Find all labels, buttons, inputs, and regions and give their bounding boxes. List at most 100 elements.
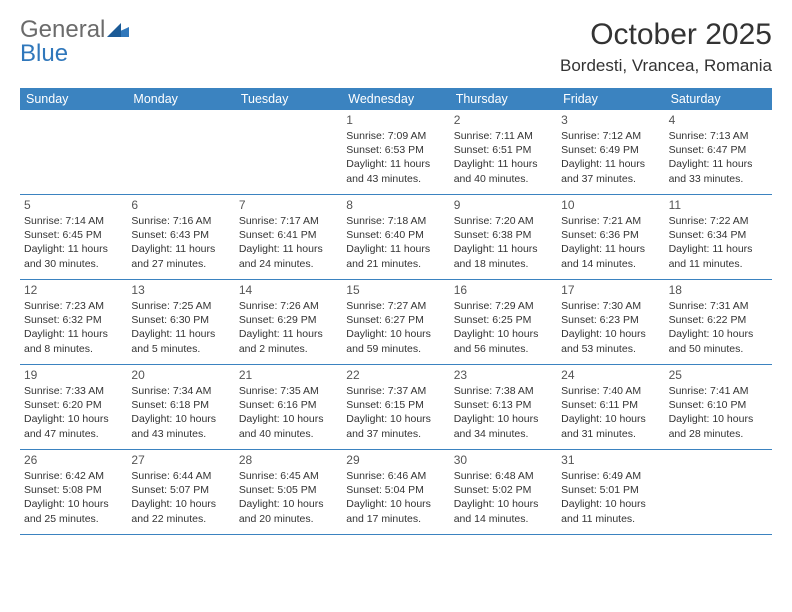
week-row: 26Sunrise: 6:42 AMSunset: 5:08 PMDayligh… <box>20 450 772 535</box>
day-info: Sunrise: 7:09 AMSunset: 6:53 PMDaylight:… <box>346 129 445 186</box>
day-number: 1 <box>346 113 445 127</box>
day-header: Sunday <box>20 88 127 110</box>
sunset-text: Sunset: 6:22 PM <box>669 313 768 327</box>
daylight-text: Daylight: 10 hours and 11 minutes. <box>561 497 660 525</box>
sunrise-text: Sunrise: 7:25 AM <box>131 299 230 313</box>
day-info: Sunrise: 7:12 AMSunset: 6:49 PMDaylight:… <box>561 129 660 186</box>
day-cell: 9Sunrise: 7:20 AMSunset: 6:38 PMDaylight… <box>450 195 557 279</box>
day-number: 16 <box>454 283 553 297</box>
daylight-text: Daylight: 11 hours and 2 minutes. <box>239 327 338 355</box>
sunset-text: Sunset: 6:10 PM <box>669 398 768 412</box>
day-cell: 22Sunrise: 7:37 AMSunset: 6:15 PMDayligh… <box>342 365 449 449</box>
sunrise-text: Sunrise: 7:09 AM <box>346 129 445 143</box>
sunset-text: Sunset: 6:11 PM <box>561 398 660 412</box>
daylight-text: Daylight: 11 hours and 11 minutes. <box>669 242 768 270</box>
sunset-text: Sunset: 6:43 PM <box>131 228 230 242</box>
sunset-text: Sunset: 6:23 PM <box>561 313 660 327</box>
sunrise-text: Sunrise: 6:48 AM <box>454 469 553 483</box>
daylight-text: Daylight: 10 hours and 40 minutes. <box>239 412 338 440</box>
sunrise-text: Sunrise: 7:20 AM <box>454 214 553 228</box>
day-info: Sunrise: 6:48 AMSunset: 5:02 PMDaylight:… <box>454 469 553 526</box>
sunrise-text: Sunrise: 7:22 AM <box>669 214 768 228</box>
sunset-text: Sunset: 6:20 PM <box>24 398 123 412</box>
day-number: 7 <box>239 198 338 212</box>
day-info: Sunrise: 6:42 AMSunset: 5:08 PMDaylight:… <box>24 469 123 526</box>
sunrise-text: Sunrise: 7:18 AM <box>346 214 445 228</box>
day-cell: 13 Sunrise: 7:25 AMSunset: 6:30 PMDayligh… <box>127 280 234 364</box>
day-info: Sunrise: 6:45 AMSunset: 5:05 PMDaylight:… <box>239 469 338 526</box>
daylight-text: Daylight: 11 hours and 21 minutes. <box>346 242 445 270</box>
day-cell: 16Sunrise: 7:29 AMSunset: 6:25 PMDayligh… <box>450 280 557 364</box>
brand-text: General Blue <box>20 18 129 66</box>
sunset-text: Sunset: 6:25 PM <box>454 313 553 327</box>
sunset-text: Sunset: 6:45 PM <box>24 228 123 242</box>
sunrise-text: Sunrise: 7:27 AM <box>346 299 445 313</box>
day-cell: 14Sunrise: 7:26 AMSunset: 6:29 PMDayligh… <box>235 280 342 364</box>
day-info: Sunrise: 6:49 AMSunset: 5:01 PMDaylight:… <box>561 469 660 526</box>
sunset-text: Sunset: 6:13 PM <box>454 398 553 412</box>
day-number: 12 <box>24 283 123 297</box>
day-cell: 7 Sunrise: 7:17 AMSunset: 6:41 PMDaylight… <box>235 195 342 279</box>
day-number: 23 <box>454 368 553 382</box>
calendar: Sunday Monday Tuesday Wednesday Thursday… <box>20 88 772 535</box>
page: General Blue October 2025 Bordesti, Vran… <box>0 0 792 535</box>
day-number: 13 <box>131 283 230 297</box>
sunset-text: Sunset: 5:02 PM <box>454 483 553 497</box>
day-cell: 5Sunrise: 7:14 AMSunset: 6:45 PMDaylight… <box>20 195 127 279</box>
day-info: Sunrise: 7:30 AMSunset: 6:23 PMDaylight:… <box>561 299 660 356</box>
sunset-text: Sunset: 5:01 PM <box>561 483 660 497</box>
brand-mark-icon <box>107 18 129 42</box>
day-cell: 27Sunrise: 6:44 AMSunset: 5:07 PMDayligh… <box>127 450 234 534</box>
day-cell <box>665 450 772 534</box>
sunrise-text: Sunrise: 7:12 AM <box>561 129 660 143</box>
sunset-text: Sunset: 5:07 PM <box>131 483 230 497</box>
header: General Blue October 2025 Bordesti, Vran… <box>20 18 772 76</box>
sunset-text: Sunset: 6:53 PM <box>346 143 445 157</box>
daylight-text: Daylight: 10 hours and 37 minutes. <box>346 412 445 440</box>
day-info: Sunrise: 7:18 AMSunset: 6:40 PMDaylight:… <box>346 214 445 271</box>
location-text: Bordesti, Vrancea, Romania <box>560 56 772 76</box>
brand-part2: Blue <box>20 40 68 67</box>
day-cell: 17 Sunrise: 7:30 AMSunset: 6:23 PMDayligh… <box>557 280 664 364</box>
brand-part1: General <box>20 16 105 43</box>
sunset-text: Sunset: 6:49 PM <box>561 143 660 157</box>
day-info: Sunrise: 7:25 AMSunset: 6:30 PMDaylight:… <box>131 299 230 356</box>
sunset-text: Sunset: 6:41 PM <box>239 228 338 242</box>
day-number: 25 <box>669 368 768 382</box>
day-cell: 26Sunrise: 6:42 AMSunset: 5:08 PMDayligh… <box>20 450 127 534</box>
day-cell: 3Sunrise: 7:12 AMSunset: 6:49 PMDaylight… <box>557 110 664 194</box>
daylight-text: Daylight: 10 hours and 50 minutes. <box>669 327 768 355</box>
sunset-text: Sunset: 5:08 PM <box>24 483 123 497</box>
day-info: Sunrise: 7:11 AMSunset: 6:51 PMDaylight:… <box>454 129 553 186</box>
daylight-text: Daylight: 11 hours and 43 minutes. <box>346 157 445 185</box>
week-row: 12Sunrise: 7:23 AMSunset: 6:32 PMDayligh… <box>20 280 772 365</box>
sunset-text: Sunset: 6:51 PM <box>454 143 553 157</box>
day-cell: 29Sunrise: 6:46 AMSunset: 5:04 PMDayligh… <box>342 450 449 534</box>
day-cell: 25 Sunrise: 7:41 AMSunset: 6:10 PMDayligh… <box>665 365 772 449</box>
day-number: 30 <box>454 453 553 467</box>
daylight-text: Daylight: 10 hours and 28 minutes. <box>669 412 768 440</box>
sunrise-text: Sunrise: 7:34 AM <box>131 384 230 398</box>
day-info: Sunrise: 7:26 AMSunset: 6:29 PMDaylight:… <box>239 299 338 356</box>
day-number: 21 <box>239 368 338 382</box>
day-number: 24 <box>561 368 660 382</box>
day-number: 17 <box>561 283 660 297</box>
daylight-text: Daylight: 10 hours and 20 minutes. <box>239 497 338 525</box>
day-header: Tuesday <box>235 88 342 110</box>
week-row: 19Sunrise: 7:33 AMSunset: 6:20 PMDayligh… <box>20 365 772 450</box>
day-header: Thursday <box>450 88 557 110</box>
daylight-text: Daylight: 10 hours and 47 minutes. <box>24 412 123 440</box>
sunrise-text: Sunrise: 7:41 AM <box>669 384 768 398</box>
sunrise-text: Sunrise: 6:44 AM <box>131 469 230 483</box>
day-header-row: Sunday Monday Tuesday Wednesday Thursday… <box>20 88 772 110</box>
day-info: Sunrise: 7:33 AMSunset: 6:20 PMDaylight:… <box>24 384 123 441</box>
day-number: 31 <box>561 453 660 467</box>
day-cell: 31 Sunrise: 6:49 AMSunset: 5:01 PMDayligh… <box>557 450 664 534</box>
daylight-text: Daylight: 11 hours and 33 minutes. <box>669 157 768 185</box>
day-cell: 2Sunrise: 7:11 AMSunset: 6:51 PMDaylight… <box>450 110 557 194</box>
daylight-text: Daylight: 11 hours and 8 minutes. <box>24 327 123 355</box>
daylight-text: Daylight: 10 hours and 53 minutes. <box>561 327 660 355</box>
day-info: Sunrise: 6:44 AMSunset: 5:07 PMDaylight:… <box>131 469 230 526</box>
day-info: Sunrise: 7:17 AMSunset: 6:41 PMDaylight:… <box>239 214 338 271</box>
sunrise-text: Sunrise: 6:45 AM <box>239 469 338 483</box>
